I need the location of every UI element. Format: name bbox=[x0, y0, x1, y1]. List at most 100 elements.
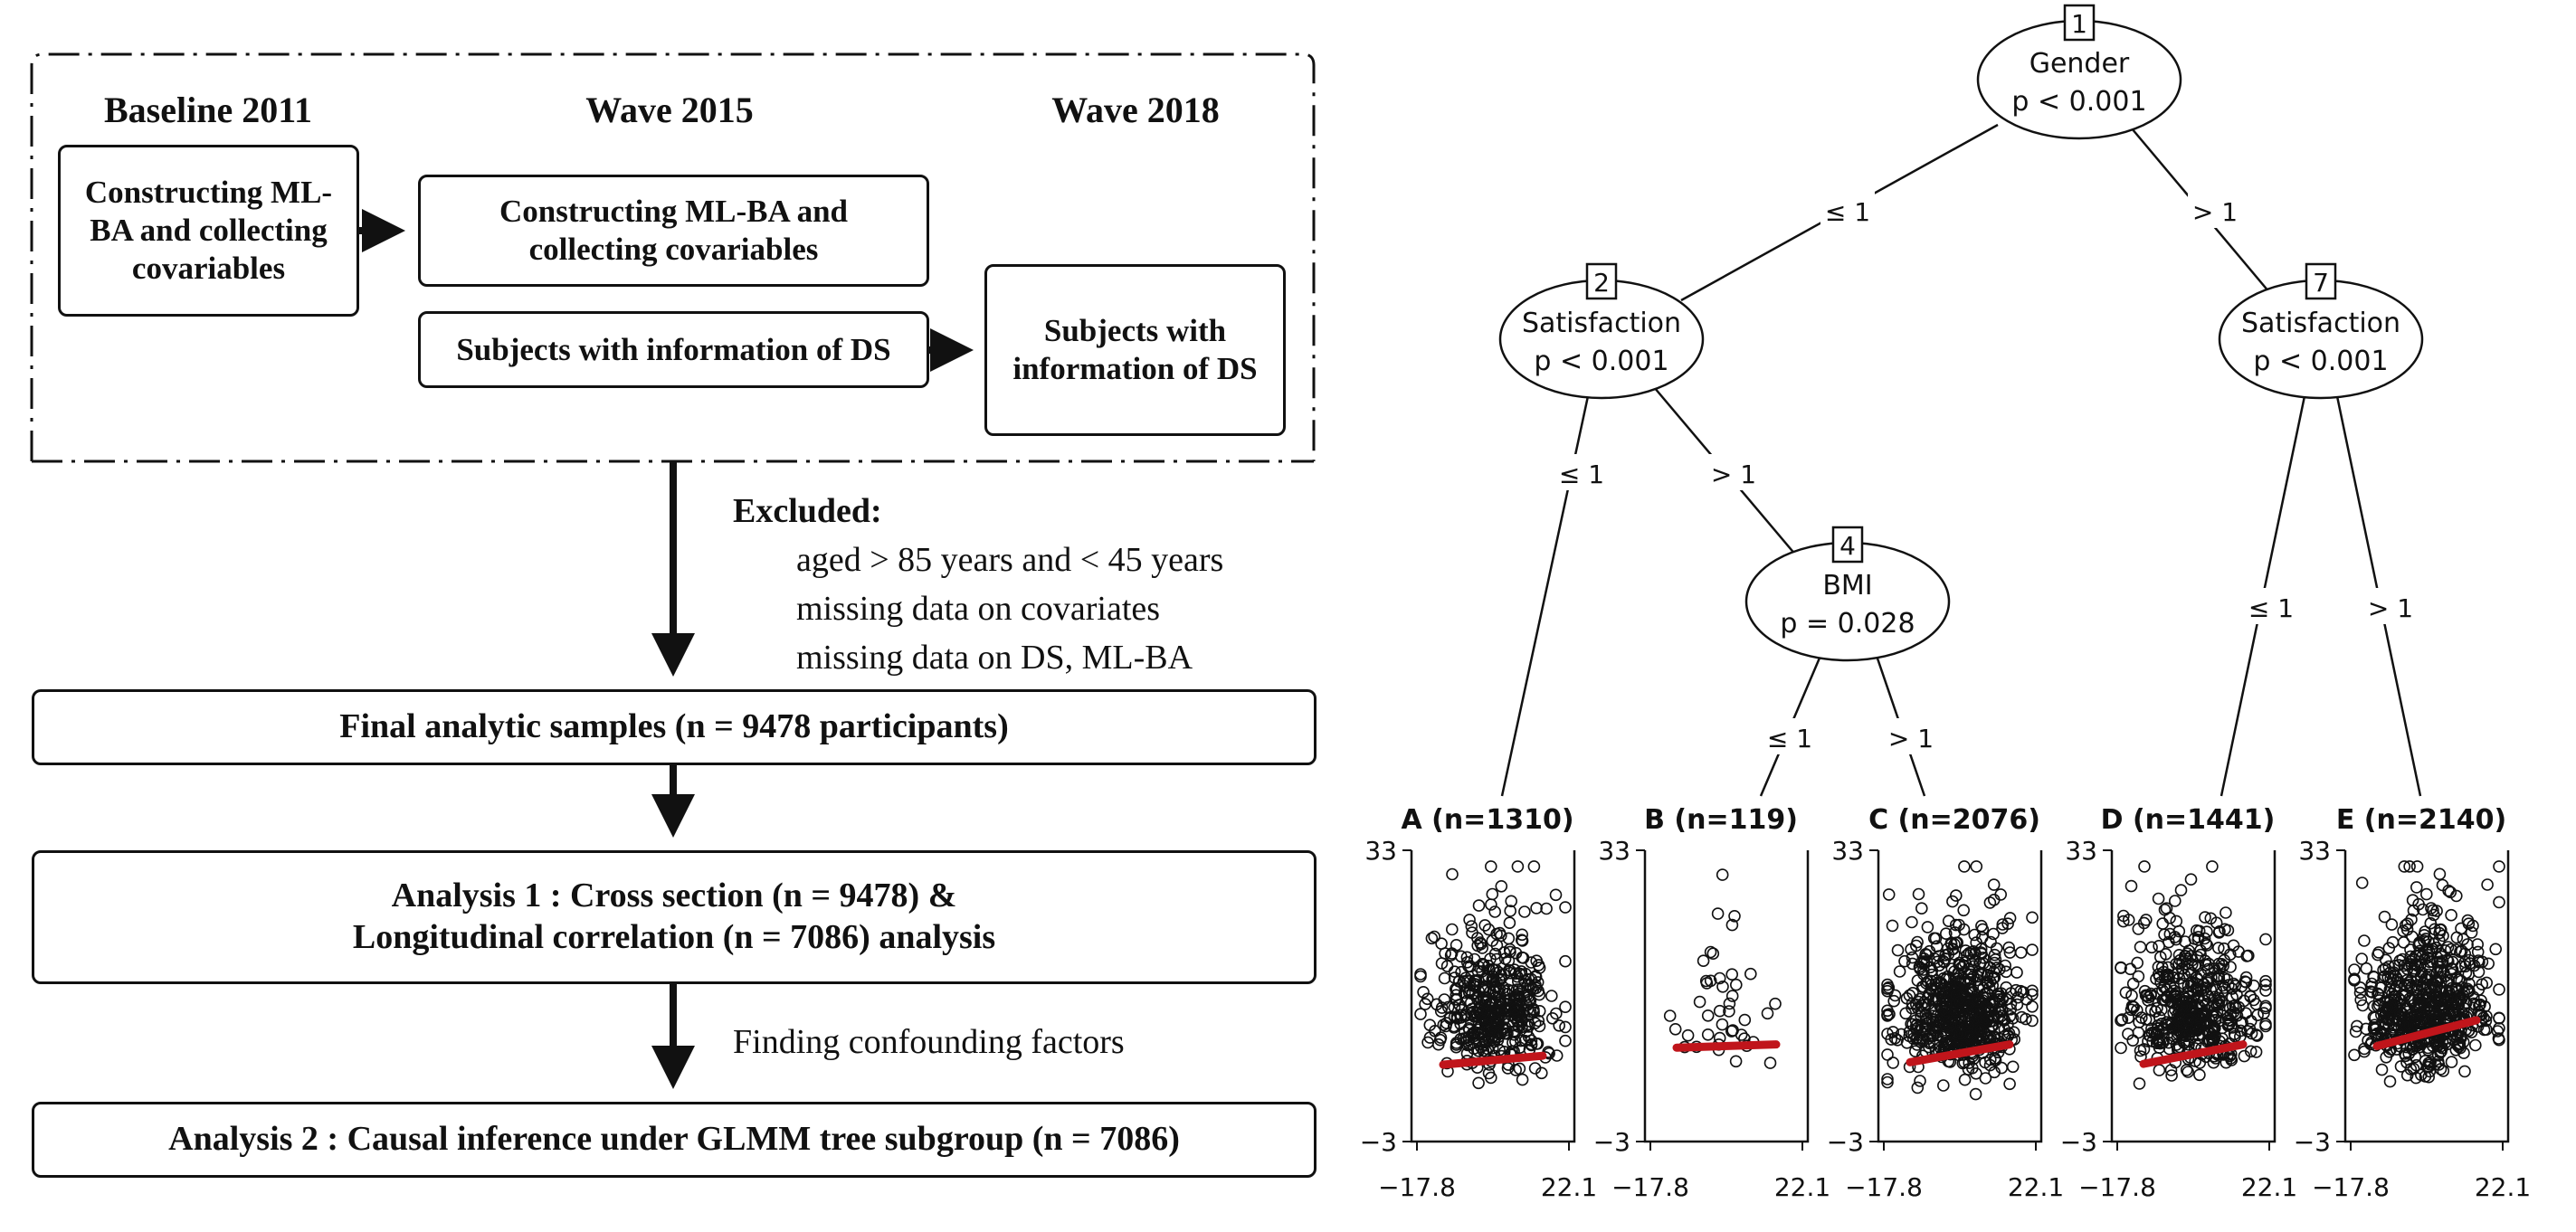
data-point bbox=[2358, 1042, 2371, 1056]
data-point bbox=[1881, 1076, 1894, 1089]
data-point bbox=[2401, 917, 2414, 931]
regression-line bbox=[1672, 1040, 1781, 1052]
data-point bbox=[2424, 1016, 2437, 1028]
leaf-frame bbox=[1410, 850, 1576, 1143]
data-point bbox=[2348, 1048, 2361, 1062]
data-point bbox=[1441, 1000, 1455, 1014]
data-point bbox=[1726, 1024, 1739, 1037]
data-point bbox=[2132, 1026, 2145, 1039]
data-point bbox=[2201, 939, 2214, 952]
data-point bbox=[1988, 948, 2001, 962]
data-point bbox=[1507, 991, 1521, 1004]
data-point bbox=[1524, 979, 1536, 992]
data-point bbox=[2259, 974, 2272, 988]
data-point bbox=[2124, 879, 2138, 893]
data-point bbox=[2406, 930, 2419, 943]
data-point bbox=[2451, 991, 2465, 1005]
data-point bbox=[1533, 1005, 1546, 1018]
data-point bbox=[2026, 943, 2039, 956]
data-point bbox=[1937, 1079, 1950, 1092]
data-point bbox=[2170, 957, 2182, 971]
data-point bbox=[1417, 986, 1430, 999]
data-point bbox=[1906, 951, 1919, 964]
tree-edges bbox=[1500, 123, 2422, 797]
data-point bbox=[2176, 1012, 2189, 1026]
data-point bbox=[1505, 895, 1517, 908]
data-point bbox=[1476, 942, 1488, 954]
data-point bbox=[1769, 997, 1782, 1010]
y-tick-label: −3 bbox=[1360, 1127, 1397, 1157]
data-point bbox=[1435, 937, 1448, 950]
data-point bbox=[2182, 944, 2195, 957]
data-point bbox=[2180, 1064, 2193, 1076]
header-wave-2018: Wave 2018 bbox=[1051, 90, 1220, 130]
data-point bbox=[1697, 954, 1710, 967]
data-point bbox=[1545, 990, 1558, 1002]
data-point bbox=[2445, 943, 2457, 956]
data-point bbox=[1428, 930, 1440, 943]
data-point bbox=[2193, 1022, 2206, 1036]
data-point bbox=[2000, 981, 2012, 994]
data-point bbox=[1482, 1066, 1496, 1080]
data-point bbox=[1723, 997, 1736, 1010]
data-point bbox=[2193, 1000, 2207, 1014]
data-point bbox=[2153, 1064, 2166, 1076]
data-point bbox=[2122, 1011, 2134, 1024]
data-point bbox=[2155, 1003, 2168, 1017]
data-point bbox=[1979, 1056, 1991, 1069]
data-point bbox=[2153, 970, 2166, 983]
data-point bbox=[2182, 1013, 2195, 1027]
node-id: 7 bbox=[2313, 268, 2329, 298]
data-point bbox=[2210, 1009, 2223, 1023]
data-point bbox=[1522, 990, 1535, 1003]
data-point bbox=[1497, 1013, 1510, 1027]
node-pvalue: p < 0.001 bbox=[2011, 86, 2146, 118]
data-point bbox=[1509, 1064, 1522, 1076]
node-variable: Satisfaction bbox=[2241, 308, 2400, 339]
data-point bbox=[2360, 962, 2373, 975]
data-point bbox=[2429, 1035, 2443, 1048]
data-point bbox=[1920, 1011, 1934, 1025]
data-point bbox=[1533, 1019, 1546, 1033]
data-point bbox=[2377, 971, 2390, 984]
leaf-title: C (n=2076) bbox=[1868, 804, 2040, 836]
data-point bbox=[2177, 1026, 2191, 1038]
data-point bbox=[2212, 999, 2225, 1011]
data-point bbox=[1881, 982, 1894, 995]
data-point bbox=[1996, 918, 2010, 931]
data-point bbox=[2420, 887, 2433, 901]
data-point bbox=[1463, 986, 1476, 1000]
data-point bbox=[2386, 935, 2400, 949]
study-design-frame bbox=[30, 52, 1316, 463]
node-variable: Gender bbox=[2029, 48, 2130, 80]
confounding-label: Finding confounding factors bbox=[733, 1023, 1125, 1061]
wave2015-construct-box: Constructing ML-BA and collecting covari… bbox=[418, 175, 929, 287]
regression-line bbox=[2372, 1016, 2481, 1050]
data-point bbox=[2244, 990, 2257, 1003]
data-point bbox=[1559, 1034, 1572, 1047]
final-samples-box: Final analytic samples (n = 9478 partici… bbox=[32, 689, 1317, 765]
data-point bbox=[1701, 1028, 1715, 1041]
analysis1-box: Analysis 1 : Cross section (n = 9478) & … bbox=[32, 850, 1317, 984]
data-point bbox=[2434, 1063, 2448, 1076]
edge-label: ≤ 1 bbox=[1825, 197, 1870, 227]
data-point bbox=[1967, 960, 1981, 972]
final-samples-text: Final analytic samples (n = 9478 partici… bbox=[339, 707, 1009, 746]
data-point bbox=[1540, 902, 1553, 915]
data-point bbox=[1963, 946, 1976, 960]
data-point bbox=[2177, 1000, 2191, 1013]
data-point bbox=[2419, 993, 2432, 1006]
data-point bbox=[1921, 921, 1934, 933]
data-point bbox=[1450, 983, 1463, 996]
data-point bbox=[2427, 937, 2440, 951]
data-point bbox=[1988, 893, 2001, 906]
data-point bbox=[2194, 948, 2207, 962]
data-point bbox=[1958, 860, 1971, 873]
data-point bbox=[1478, 1018, 1492, 1030]
data-point bbox=[2375, 1063, 2389, 1076]
x-tick-label: 22.1 bbox=[2241, 1172, 2297, 1202]
x-tick-label: 22.1 bbox=[1541, 1172, 1597, 1202]
data-point bbox=[2469, 999, 2482, 1011]
data-point bbox=[2431, 1055, 2445, 1068]
data-point bbox=[1744, 967, 1757, 981]
